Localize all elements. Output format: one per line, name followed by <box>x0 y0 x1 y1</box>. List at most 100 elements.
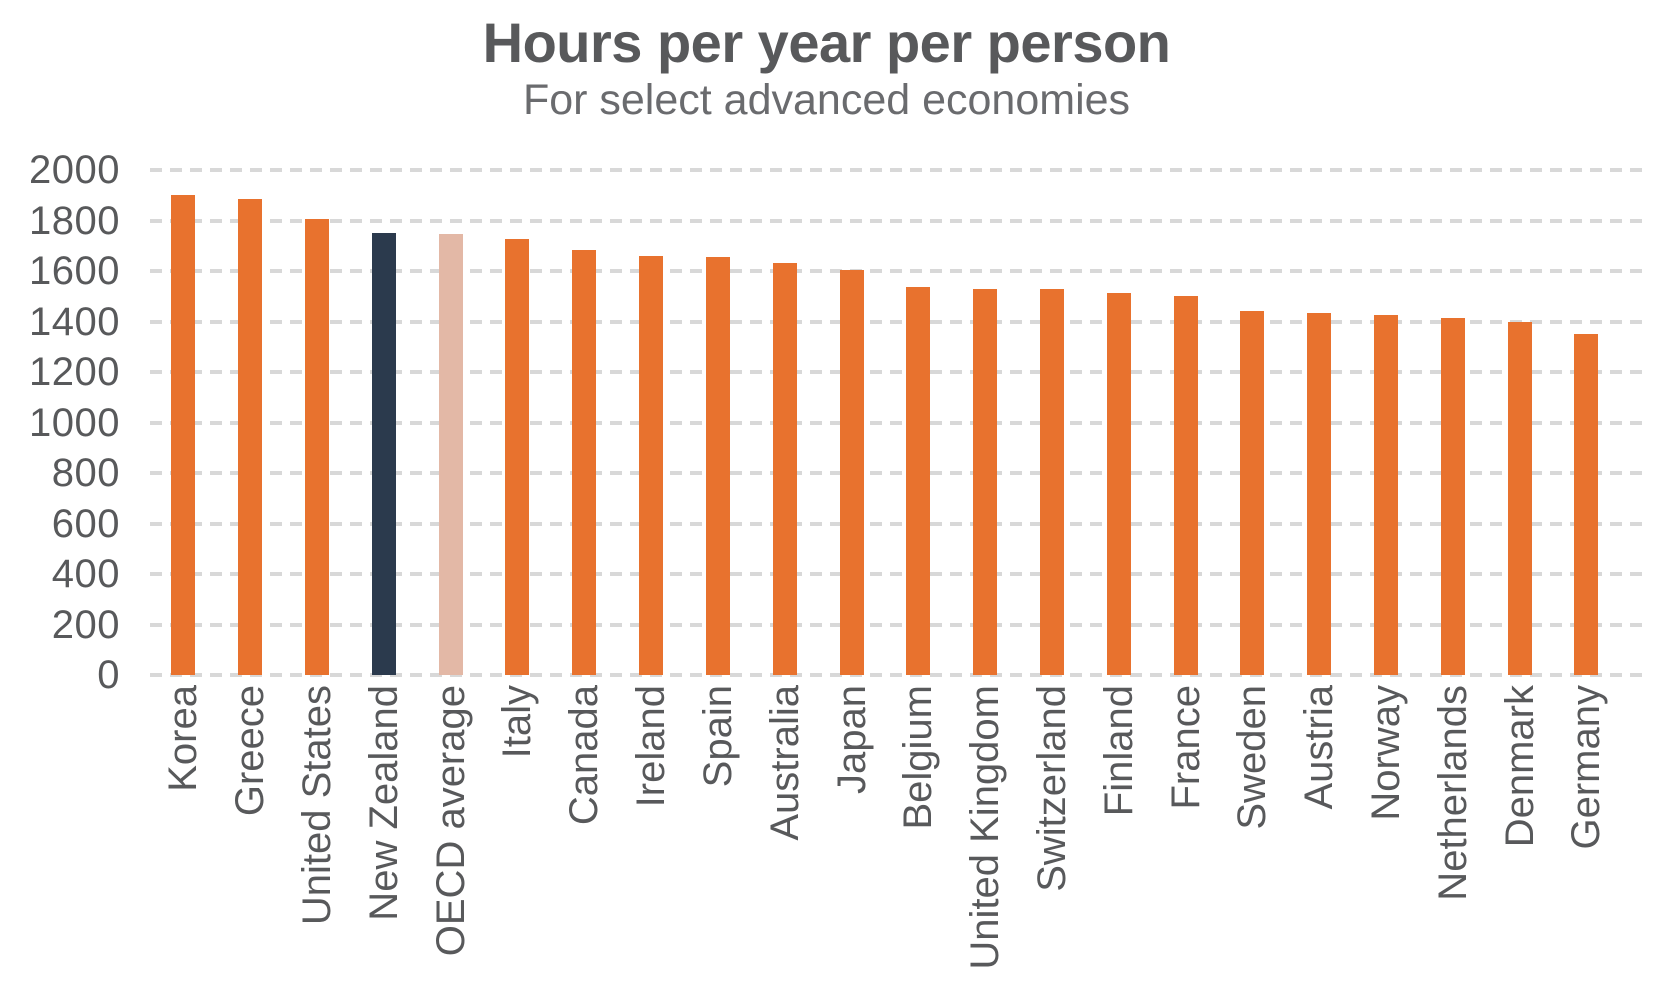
bar-austria <box>1307 312 1332 675</box>
bar-netherlands <box>1440 317 1465 675</box>
x-axis-label-belgium: Belgium <box>896 685 941 830</box>
x-label-cell-france: France <box>1152 685 1219 810</box>
bar-cell-greece <box>217 199 284 675</box>
gridline-200 <box>150 622 1645 627</box>
gridline-400 <box>150 572 1645 576</box>
y-axis-label-1000: 1000 <box>29 400 120 445</box>
x-axis-label-united-kingdom: United Kingdom <box>963 685 1008 970</box>
x-axis-label-australia: Australia <box>762 685 807 841</box>
bar-cell-switzerland <box>1019 288 1086 675</box>
bar-cell-ireland <box>618 255 685 675</box>
bar-greece <box>238 199 263 675</box>
bar-cell-australia <box>751 263 818 675</box>
bar-cell-belgium <box>885 287 952 675</box>
bar-japan <box>839 269 864 675</box>
x-axis-label-switzerland: Switzerland <box>1029 685 1074 892</box>
bar-cell-united-kingdom <box>952 288 1019 675</box>
bar-france <box>1173 296 1198 675</box>
gridline-1000 <box>150 420 1645 425</box>
x-axis-label-canada: Canada <box>562 685 607 826</box>
gridline-1400 <box>150 319 1645 324</box>
y-axis-label-1600: 1600 <box>29 249 120 293</box>
x-label-cell-finland: Finland <box>1085 685 1152 816</box>
y-axis-label-0: 0 <box>97 653 120 697</box>
bar-cell-new-zealand <box>350 233 417 675</box>
x-axis-label-germany: Germany <box>1564 685 1609 850</box>
x-axis-label-norway: Norway <box>1364 685 1409 821</box>
bar-oecd-average <box>438 234 463 675</box>
gridline-1600 <box>150 269 1645 273</box>
bar-cell-spain <box>685 257 752 675</box>
x-label-cell-korea: Korea <box>150 685 217 792</box>
gridline-2000 <box>150 168 1645 172</box>
x-axis-labels: Korea Greece United States New Zealand OECD … <box>150 685 1620 970</box>
bar-cell-sweden <box>1219 311 1286 675</box>
y-axis-label-600: 600 <box>51 501 120 546</box>
bar-cell-denmark <box>1486 321 1553 675</box>
x-label-cell-greece: Greece <box>217 685 284 816</box>
bar-united-states <box>305 219 330 675</box>
x-label-cell-norway: Norway <box>1353 685 1420 821</box>
x-axis-label-korea: Korea <box>161 685 206 792</box>
bar-cell-netherlands <box>1419 317 1486 675</box>
x-label-cell-ireland: Ireland <box>618 685 685 807</box>
gridline-800 <box>150 471 1645 475</box>
x-axis-label-greece: Greece <box>228 685 273 817</box>
gridline-600 <box>150 521 1645 526</box>
x-label-cell-belgium: Belgium <box>885 685 952 830</box>
bar-germany <box>1574 334 1599 675</box>
bar-cell-oecd-average <box>417 234 484 675</box>
x-label-cell-denmark: Denmark <box>1486 685 1553 847</box>
bar-finland <box>1106 292 1131 675</box>
bar-united-kingdom <box>973 288 998 675</box>
bar-cell-norway <box>1353 315 1420 675</box>
bar-korea <box>171 195 196 675</box>
x-label-cell-united-states: United States <box>284 685 351 925</box>
bar-sweden <box>1240 311 1265 675</box>
x-axis-label-new-zealand: New Zealand <box>361 685 406 921</box>
x-axis-label-france: France <box>1163 685 1208 810</box>
bar-ireland <box>639 255 664 675</box>
chart-title: Hours per year per person <box>482 11 1171 74</box>
x-label-cell-oecd-average: OECD average <box>417 685 484 956</box>
gridlines <box>150 168 1645 677</box>
gridline-1800 <box>150 218 1645 223</box>
bar-cell-finland <box>1085 292 1152 675</box>
y-axis-labels: 2000 1800 1600 1400 1200 1000 800 600 400 200 0 <box>0 148 120 697</box>
x-axis-label-denmark: Denmark <box>1497 685 1542 848</box>
y-axis-label-1800: 1800 <box>29 198 120 243</box>
bar-cell-united-states <box>284 219 351 675</box>
x-label-cell-germany: Germany <box>1553 685 1620 850</box>
bar-australia <box>772 263 797 675</box>
x-label-cell-italy: Italy <box>484 685 551 758</box>
x-axis-label-finland: Finland <box>1096 685 1141 817</box>
x-axis-label-spain: Spain <box>695 685 740 788</box>
x-label-cell-switzerland: Switzerland <box>1019 685 1086 892</box>
y-axis-label-800: 800 <box>51 451 120 495</box>
gridline-0 <box>150 673 1645 677</box>
x-axis-label-japan: Japan <box>829 685 874 794</box>
x-axis-label-ireland: Ireland <box>629 685 674 808</box>
gridline-1200 <box>150 370 1645 374</box>
x-axis-label-austria: Austria <box>1297 685 1342 810</box>
x-label-cell-netherlands: Netherlands <box>1419 685 1486 901</box>
x-axis-label-oecd-average: OECD average <box>428 685 473 957</box>
bar-cell-france <box>1152 296 1219 675</box>
x-label-cell-australia: Australia <box>751 685 818 841</box>
x-axis-label-italy: Italy <box>495 685 540 759</box>
bar-cell-canada <box>551 249 618 675</box>
bar-spain <box>705 257 730 675</box>
y-axis-label-1400: 1400 <box>29 299 120 344</box>
x-label-cell-united-kingdom: United Kingdom <box>952 685 1019 970</box>
bar-cell-germany <box>1553 334 1620 675</box>
x-axis-label-united-states: United States <box>295 685 340 926</box>
x-label-cell-canada: Canada <box>551 685 618 825</box>
bar-cell-austria <box>1286 312 1353 675</box>
bar-norway <box>1374 315 1399 675</box>
bar-switzerland <box>1039 288 1064 675</box>
x-axis-label-sweden: Sweden <box>1230 685 1275 830</box>
bar-italy <box>505 239 530 675</box>
bar-cell-korea <box>150 195 217 675</box>
bar-denmark <box>1507 321 1532 675</box>
